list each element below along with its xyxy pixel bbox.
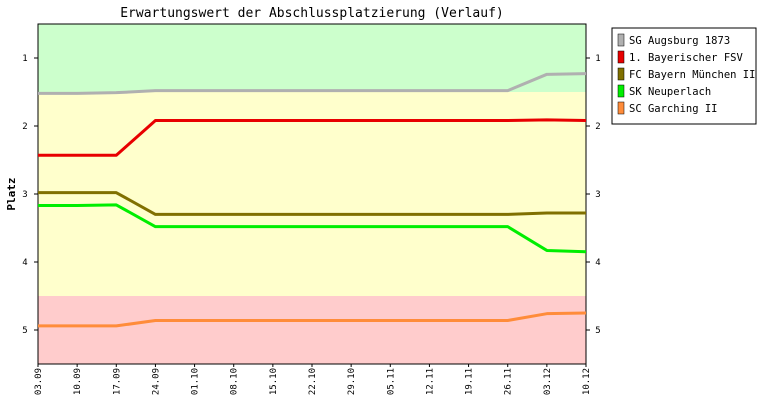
legend-swatch-4 <box>617 101 625 115</box>
y-tick-label-right-3: 3 <box>595 190 600 200</box>
y-tick-label-right-4: 4 <box>595 258 600 268</box>
legend-swatch-3 <box>617 84 625 98</box>
legend-swatch-0 <box>617 33 625 47</box>
y-tick-label-left-2: 2 <box>22 122 27 132</box>
x-tick-label-2: 17.09 <box>112 368 122 395</box>
x-tick-label-14: 10.12 <box>582 368 592 395</box>
y-axis-label: Platz <box>5 177 18 210</box>
y-tick-label-left-3: 3 <box>22 190 27 200</box>
legend: SG Augsburg 1873 1. Bayerischer FSV FC Bay… <box>611 27 757 125</box>
x-tick-label-4: 01.10 <box>191 368 201 395</box>
x-tick-label-8: 29.10 <box>347 368 357 395</box>
y-tick-label-left-4: 4 <box>22 258 27 268</box>
y-tick-label-right-5: 5 <box>595 326 600 336</box>
plot-area: 1 1 2 2 3 3 4 4 5 5 03.09 10.09 17.09 24.09 01.10 08.10… <box>22 23 601 395</box>
series-line-0 <box>38 72 587 95</box>
legend-label-1: 1. Bayerischer FSV <box>629 52 743 64</box>
legend-label-3: SK Neuperlach <box>629 86 711 98</box>
band-0 <box>38 24 586 92</box>
y-tick-label-left-1: 1 <box>22 54 27 64</box>
legend-swatch-2 <box>617 67 625 81</box>
x-tick-label-0: 03.09 <box>34 368 44 395</box>
y-tick-label-right-2: 2 <box>595 122 600 132</box>
x-tick-label-11: 19.11 <box>465 368 475 395</box>
legend-label-0: SG Augsburg 1873 <box>629 35 730 47</box>
legend-swatch-1 <box>617 50 625 64</box>
band-2 <box>38 296 586 364</box>
y-tick-label-left-5: 5 <box>22 326 27 336</box>
x-tick-label-13: 03.12 <box>543 368 553 395</box>
x-tick-label-5: 08.10 <box>230 368 240 395</box>
x-tick-label-6: 15.10 <box>269 368 279 395</box>
x-tick-label-1: 10.09 <box>73 368 83 395</box>
series-line-4 <box>38 311 587 328</box>
series-line-1 <box>38 118 587 157</box>
x-tick-label-12: 26.11 <box>504 368 514 395</box>
series-line-2 <box>38 191 586 216</box>
x-tick-label-9: 05.11 <box>386 368 396 395</box>
legend-label-4: SC Garching II <box>629 103 718 115</box>
y-tick-label-right-1: 1 <box>595 54 600 64</box>
chart-title: Erwartungswert der Abschlussplatzierung … <box>120 6 504 21</box>
band-1 <box>38 92 586 296</box>
legend-box <box>611 27 757 125</box>
x-tick-label-3: 24.09 <box>151 368 161 395</box>
legend-label-2: FC Bayern München II <box>629 69 755 81</box>
x-tick-label-10: 12.11 <box>425 368 435 395</box>
series-line-3 <box>38 203 587 254</box>
x-tick-label-7: 22.10 <box>308 368 318 395</box>
